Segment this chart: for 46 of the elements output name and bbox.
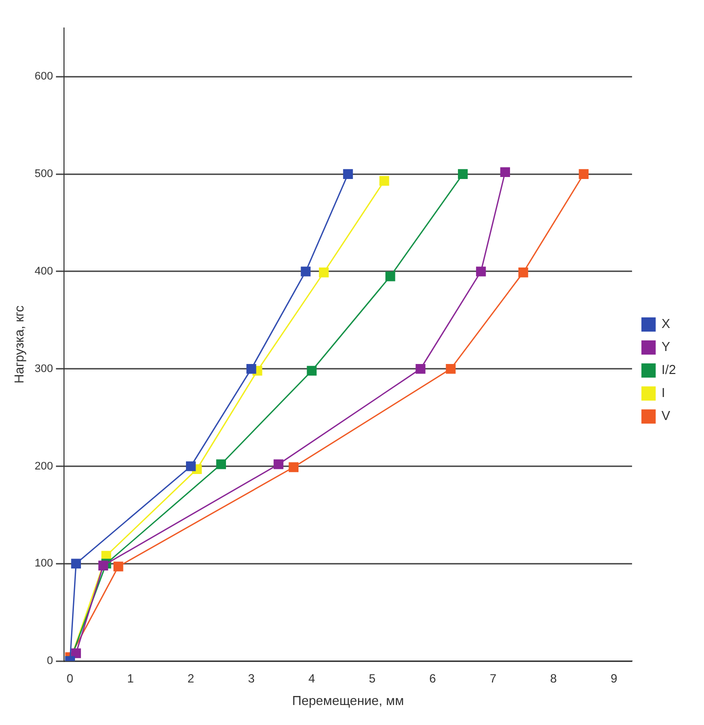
point — [186, 461, 196, 472]
point — [113, 562, 124, 572]
point — [379, 176, 390, 186]
point — [385, 271, 396, 282]
y-tick-label: 300 — [34, 362, 53, 375]
legend-label: X — [662, 316, 671, 332]
legend-label: I/2 — [662, 362, 676, 378]
legend-label: Y — [662, 339, 671, 354]
point — [416, 364, 426, 374]
point — [306, 366, 317, 376]
y-tick-label: 0 — [46, 655, 53, 668]
y-tick-label: 500 — [34, 168, 53, 180]
point — [71, 648, 81, 658]
point — [500, 167, 510, 178]
x-tick-label: 4 — [308, 672, 316, 686]
point — [343, 169, 353, 179]
legend-label: I — [662, 385, 666, 400]
point — [300, 266, 311, 276]
point — [71, 558, 81, 569]
y-tick-label: 400 — [34, 265, 53, 278]
point — [246, 364, 256, 374]
x-tick-label: 7 — [490, 672, 497, 686]
y-tick-label: 600 — [34, 70, 53, 83]
point — [216, 459, 226, 470]
x-tick-label: 0 — [66, 672, 74, 686]
point — [446, 364, 456, 374]
point — [98, 560, 108, 570]
y-tick-label: 100 — [34, 558, 53, 570]
point — [274, 459, 284, 470]
x-tick-label: 9 — [610, 672, 618, 686]
point — [458, 169, 468, 179]
x-tick-label: 1 — [127, 672, 134, 686]
point — [518, 268, 528, 278]
y-axis-title: Нагрузка, кгс — [11, 305, 26, 384]
x-tick-label: 5 — [368, 672, 376, 686]
legend-label: V — [662, 408, 671, 424]
x-axis-title: Перемещение, мм — [292, 692, 404, 708]
x-tick-label: 3 — [248, 672, 255, 686]
point — [318, 268, 329, 278]
point — [476, 266, 486, 276]
point — [288, 462, 298, 472]
x-tick-label: 6 — [429, 672, 436, 686]
x-tick-label: 2 — [188, 672, 195, 686]
point — [578, 169, 589, 179]
y-tick-label: 200 — [34, 460, 53, 472]
x-tick-label: 8 — [550, 672, 558, 686]
